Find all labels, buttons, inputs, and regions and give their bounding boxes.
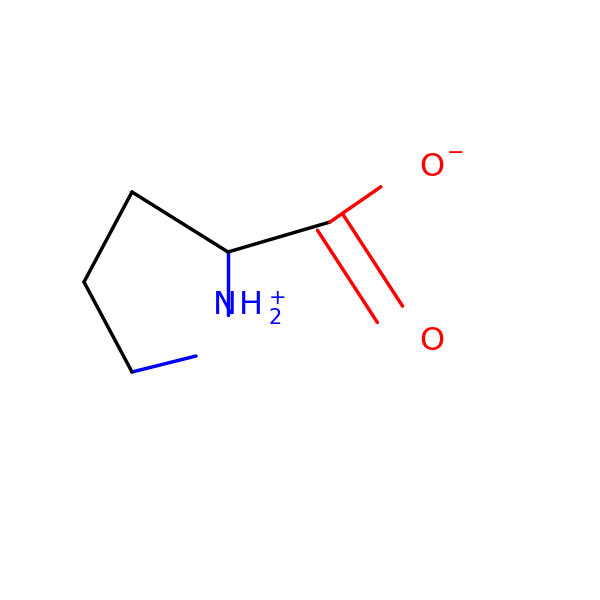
Text: 2: 2 (269, 308, 282, 328)
Text: O: O (419, 152, 444, 184)
Text: N: N (213, 290, 237, 321)
Text: O: O (419, 326, 444, 358)
Text: H: H (239, 290, 263, 321)
Text: +: + (269, 289, 286, 308)
Text: −: − (447, 143, 464, 163)
